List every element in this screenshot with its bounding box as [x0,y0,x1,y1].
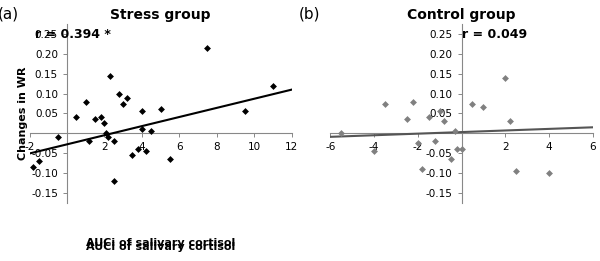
Point [435,109,445,114]
Point [402,117,412,121]
Point [109,179,119,183]
Text: AUCi of salivary cortisol: AUCi of salivary cortisol [86,238,235,248]
Point [418,167,427,171]
Point [337,131,346,135]
Point [128,153,137,157]
Point [165,157,175,161]
Point [146,129,156,133]
Point [137,109,146,114]
Point [100,121,109,126]
Point [137,127,146,131]
Point [71,115,81,120]
Y-axis label: Changes in WR: Changes in WR [18,67,28,160]
Point [203,46,212,50]
Title: Stress group: Stress group [110,8,211,22]
Title: Control group: Control group [407,8,516,22]
Text: (a): (a) [0,7,19,21]
Point [452,147,462,151]
Point [34,159,44,163]
Point [413,141,422,145]
Point [101,131,111,135]
Point [105,74,115,78]
Point [156,107,166,111]
Point [109,139,119,143]
Point [133,147,143,151]
Text: AUCi of salivary cortisol: AUCi of salivary cortisol [86,242,235,252]
Point [450,129,460,133]
Point [28,165,38,169]
Point [467,102,477,106]
Point [103,135,113,139]
Point [479,105,488,110]
Text: r = 0.394 *: r = 0.394 * [35,28,110,41]
Point [122,96,131,100]
Point [85,139,94,143]
Point [511,169,521,173]
Point [240,109,250,114]
Point [424,115,434,120]
Point [141,149,151,153]
Point [96,115,106,120]
Point [370,149,379,153]
Point [380,102,390,106]
Point [544,171,554,175]
Text: (b): (b) [299,7,320,21]
Point [500,76,510,80]
Point [81,99,91,104]
Point [439,119,449,123]
Point [118,102,128,106]
Point [409,99,418,104]
Point [268,84,278,88]
Point [53,135,62,139]
Point [431,139,440,143]
Text: r = 0.049: r = 0.049 [461,28,527,41]
Point [446,157,455,161]
Point [457,147,466,151]
Point [115,92,124,96]
Point [90,117,100,121]
Point [505,119,514,123]
